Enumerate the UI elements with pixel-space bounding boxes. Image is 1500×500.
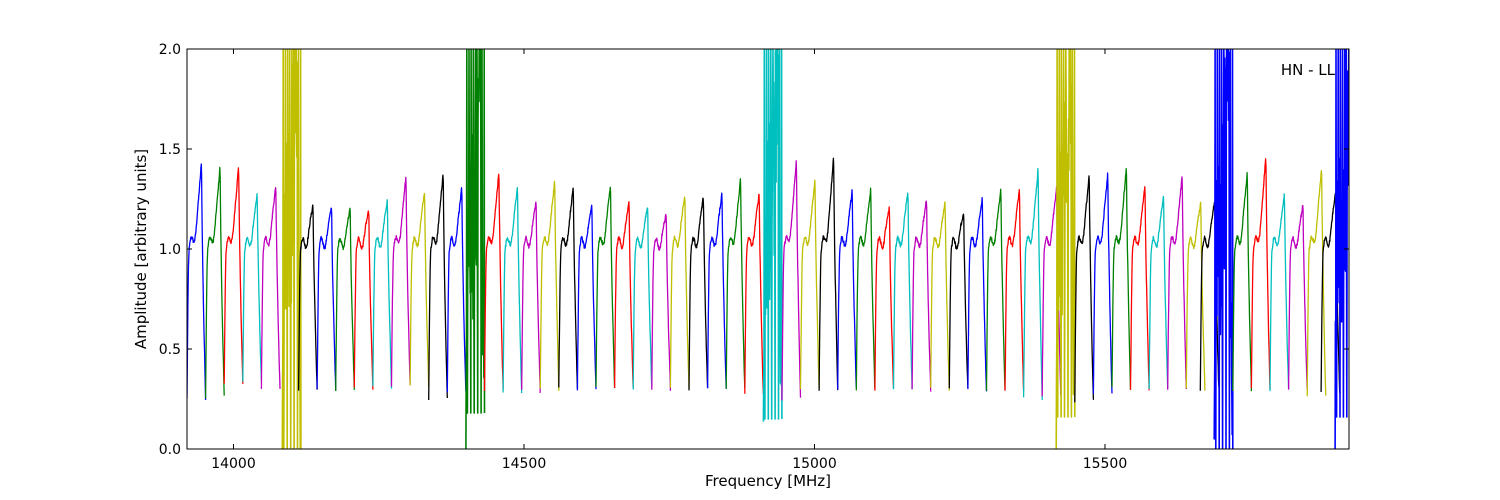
channel-spectrum-line — [985, 188, 1006, 391]
x-tick-label: 15500 — [1083, 456, 1128, 472]
channel-spectrum-line — [1250, 158, 1271, 389]
channel-spectrum-line — [465, 49, 486, 449]
channel-spectrum-line — [688, 197, 709, 391]
channel-spectrum-line — [502, 186, 523, 394]
channel-spectrum-line — [223, 167, 244, 384]
channel-spectrum-line — [744, 193, 765, 395]
channel-spectrum-line — [669, 196, 690, 388]
channel-spectrum-line — [948, 213, 969, 389]
channel-spectrum-line — [781, 160, 802, 401]
channel-spectrum-line — [967, 197, 988, 392]
channel-spectrum-line — [613, 201, 634, 389]
channel-spectrum-line — [911, 200, 932, 392]
channel-spectrum-line — [281, 49, 302, 449]
channel-spectrum-line — [632, 207, 653, 390]
ticks-layer: 14000 14500 15000 15500 0.0 0.5 1.0 1.5 2.0 — [159, 42, 1349, 472]
channel-spectrum-line — [1111, 167, 1132, 390]
channel-spectrum-line — [1004, 188, 1025, 391]
channel-spectrum-line — [428, 174, 448, 401]
channel-spectrum-line — [576, 204, 597, 391]
channel-spectrum-line — [372, 199, 393, 389]
channel-spectrum-line — [1148, 195, 1169, 390]
y-tick-label: 1.0 — [159, 242, 181, 258]
channel-spectrum-line — [725, 178, 746, 389]
channel-spectrum-line — [390, 176, 411, 387]
channel-spectrum-line — [651, 213, 672, 391]
channel-spectrum-line — [297, 204, 318, 391]
channel-spectrum-line — [316, 207, 337, 391]
channel-spectrum-line — [1129, 186, 1150, 391]
channel-spectrum-line — [930, 201, 950, 391]
channel-spectrum-line — [1334, 49, 1349, 449]
channel-spectrum-line — [558, 187, 579, 389]
channel-spectrum-line — [818, 157, 839, 391]
x-tick-label: 15000 — [792, 456, 837, 472]
channel-spectrum-line — [1055, 49, 1076, 449]
channel-spectrum-line — [855, 187, 876, 391]
channel-spectrum-line — [483, 173, 504, 392]
channel-spectrum-line — [1287, 204, 1308, 390]
channel-spectrum-line — [260, 187, 281, 389]
channel-spectrum-line — [1269, 193, 1290, 392]
channel-spectrum-line — [1213, 49, 1234, 449]
channel-spectrum-line — [762, 49, 783, 422]
channel-spectrum-line — [799, 179, 820, 390]
y-axis-label: Amplitude [arbitrary units] — [132, 149, 150, 349]
channel-spectrum-line — [706, 192, 727, 389]
channel-spectrum-line — [595, 186, 616, 388]
y-tick-label: 0.0 — [159, 442, 181, 458]
channel-spectrum-line — [892, 192, 913, 390]
channel-spectrum-line — [409, 192, 430, 387]
channel-spectrum-line — [353, 210, 374, 390]
channel-spectrum-line — [1167, 176, 1187, 390]
x-axis-label: Frequency [MHz] — [705, 472, 831, 490]
channel-spectrum-line — [1092, 172, 1113, 394]
x-tick-label: 14500 — [502, 456, 547, 472]
channel-spectrum-line — [539, 180, 560, 391]
channel-spectrum-line — [335, 207, 355, 392]
y-tick-label: 2.0 — [159, 42, 181, 58]
channel-spectrum-line — [837, 189, 857, 390]
channel-spectrum-line — [204, 166, 225, 399]
channel-spectrum-line — [187, 163, 207, 401]
channel-spectrum-line — [1022, 168, 1043, 401]
x-tick-label: 14000 — [211, 456, 256, 472]
channel-spectrum-line — [242, 193, 263, 382]
channel-spectrum-line — [1074, 175, 1095, 403]
channel-spectrum-line — [1232, 172, 1253, 392]
channel-spectrum-line — [446, 187, 467, 393]
y-tick-label: 0.5 — [159, 342, 181, 358]
channel-spectrum-line — [874, 206, 895, 391]
channel-annotation: HN - LL — [1281, 61, 1336, 79]
channel-spectrum-line — [521, 201, 541, 393]
series-layer — [187, 49, 1349, 449]
y-tick-label: 1.5 — [159, 142, 181, 158]
